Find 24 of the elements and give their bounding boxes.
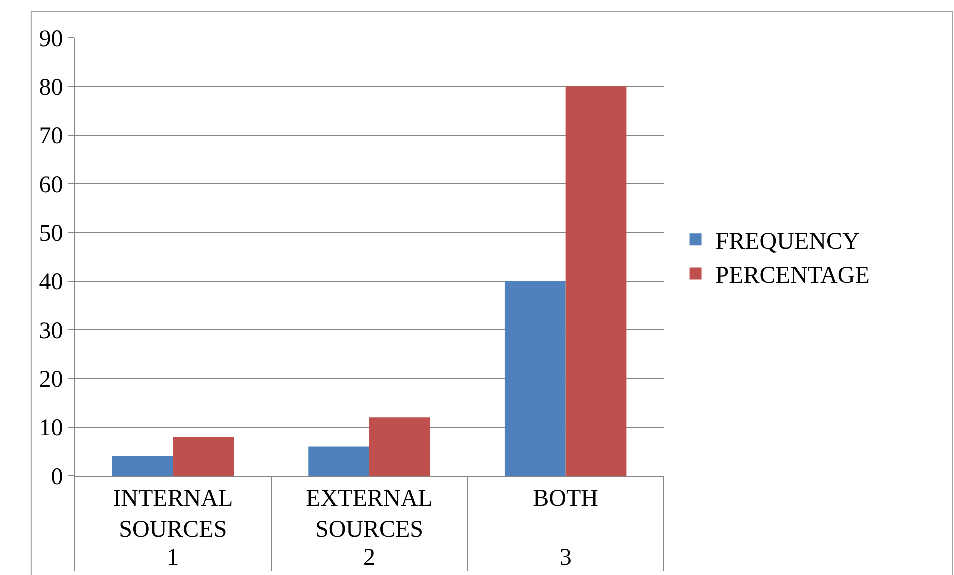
bar [173,437,234,476]
y-tick-label: 90 [39,26,64,52]
y-tick-label: 60 [39,172,64,198]
y-tick-label: 10 [39,416,64,442]
y-tick-label: 20 [39,367,64,394]
y-tick-label: 30 [39,318,64,344]
y-tick-label: 40 [39,270,64,296]
x-tick-label: BOTH [533,486,598,512]
text: 1 [167,545,180,571]
y-tick-label: 80 [39,75,64,102]
legend-label: PERCENTAGE [716,263,870,290]
y-tick-label: 0 [51,464,64,490]
x-tick-label: EXTERNAL SOURCES [306,486,433,543]
y-tick-label: 50 [39,221,64,248]
bar [308,446,370,476]
y-tick-label: 70 [39,124,64,150]
x-tick-label: INTERNAL SOURCES [113,486,234,543]
text: 2 [364,545,376,571]
bar [566,86,627,476]
text: 3 [560,545,572,571]
legend-label: FREQUENCY [716,228,860,255]
bar [504,281,566,476]
bar [370,418,430,476]
bar [112,456,174,476]
